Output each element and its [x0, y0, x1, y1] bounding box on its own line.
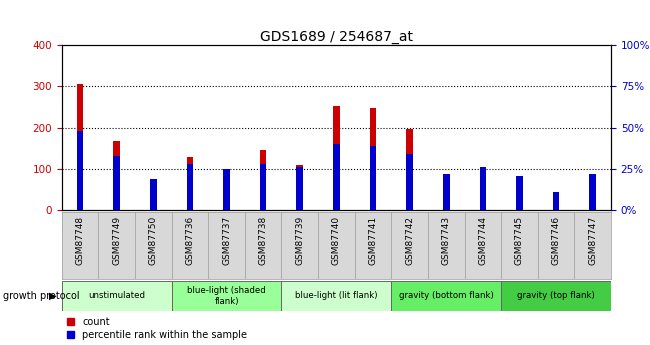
Bar	[516, 176, 523, 210]
Bar	[480, 167, 486, 210]
Bar	[480, 177, 486, 210]
Bar	[172, 281, 281, 310]
Bar	[150, 179, 157, 210]
Bar	[150, 179, 157, 210]
Bar	[590, 174, 596, 210]
Text: gravity (top flank): gravity (top flank)	[517, 291, 595, 300]
Bar	[391, 281, 501, 310]
Bar	[333, 106, 340, 210]
Text: GSM87737: GSM87737	[222, 216, 231, 265]
Text: GSM87738: GSM87738	[259, 216, 268, 265]
Title: GDS1689 / 254687_at: GDS1689 / 254687_at	[260, 30, 413, 44]
Bar	[77, 84, 83, 210]
Bar	[281, 281, 391, 310]
Bar	[552, 192, 560, 210]
Text: GSM87746: GSM87746	[552, 216, 560, 265]
Text: GSM87749: GSM87749	[112, 216, 121, 265]
Bar	[443, 174, 450, 210]
Bar	[501, 281, 611, 310]
Text: GSM87742: GSM87742	[405, 216, 414, 265]
Text: GSM87747: GSM87747	[588, 216, 597, 265]
Text: growth protocol: growth protocol	[3, 291, 80, 301]
Text: GSM87748: GSM87748	[75, 216, 84, 265]
Text: GSM87750: GSM87750	[149, 216, 158, 265]
Bar	[333, 144, 340, 210]
Text: GSM87744: GSM87744	[478, 216, 488, 265]
Text: GSM87745: GSM87745	[515, 216, 524, 265]
Text: GSM87740: GSM87740	[332, 216, 341, 265]
Bar	[77, 131, 83, 210]
Bar	[516, 178, 523, 210]
Bar	[113, 156, 120, 210]
Bar	[443, 177, 450, 210]
Text: GSM87739: GSM87739	[295, 216, 304, 265]
Bar	[370, 146, 376, 210]
Bar	[552, 192, 560, 210]
Bar	[370, 108, 376, 210]
Text: GSM87741: GSM87741	[369, 216, 378, 265]
Bar	[260, 150, 266, 210]
Bar	[406, 154, 413, 210]
Bar	[113, 141, 120, 210]
Text: GSM87743: GSM87743	[442, 216, 450, 265]
Bar	[223, 169, 230, 210]
Text: blue-light (shaded
flank): blue-light (shaded flank)	[187, 286, 266, 306]
Bar	[260, 164, 266, 210]
Text: unstimulated: unstimulated	[88, 291, 145, 300]
Bar	[590, 177, 596, 210]
Bar	[406, 129, 413, 210]
Bar	[187, 164, 193, 210]
Legend: count, percentile rank within the sample: count, percentile rank within the sample	[66, 317, 247, 340]
Bar	[62, 281, 172, 310]
Bar	[296, 167, 303, 210]
Bar	[223, 169, 230, 210]
Bar	[187, 157, 193, 210]
Text: gravity (bottom flank): gravity (bottom flank)	[399, 291, 493, 300]
Text: GSM87736: GSM87736	[185, 216, 194, 265]
Text: blue-light (lit flank): blue-light (lit flank)	[295, 291, 378, 300]
Bar	[296, 165, 303, 210]
Text: ▶: ▶	[49, 291, 57, 301]
